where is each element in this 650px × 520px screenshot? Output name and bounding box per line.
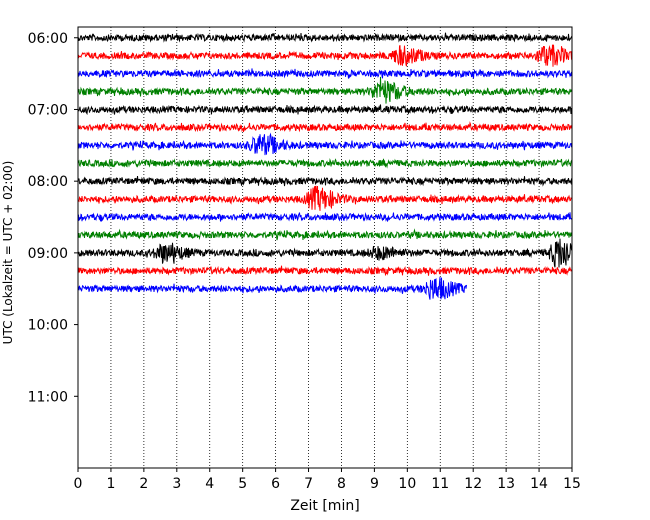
trace-line bbox=[77, 32, 573, 43]
trace-line bbox=[77, 277, 467, 300]
x-axis: 0 1 2 3 4 5 6 7 8 9 10 11 12 13 14 15 bbox=[74, 468, 581, 492]
x-tick-label: 6 bbox=[271, 476, 280, 492]
x-tick-label: 11 bbox=[431, 476, 449, 492]
x-tick-label: 0 bbox=[74, 476, 83, 492]
y-tick-label: 11:00 bbox=[28, 389, 68, 405]
plot-frame bbox=[77, 26, 573, 469]
trace-line bbox=[77, 44, 573, 67]
y-tick-label: 07:00 bbox=[28, 102, 68, 118]
trace-line bbox=[77, 238, 573, 268]
y-tick-label: 06:00 bbox=[28, 31, 68, 47]
trace-line bbox=[77, 158, 573, 169]
y-tick-label: 10:00 bbox=[28, 318, 68, 334]
trace-line bbox=[77, 104, 573, 116]
x-axis-label: Zeit [min] bbox=[290, 498, 359, 514]
trace-line bbox=[77, 185, 573, 211]
x-tick-label: 15 bbox=[563, 476, 581, 492]
x-tick-label: 1 bbox=[106, 476, 115, 492]
seismic-traces bbox=[77, 32, 573, 300]
x-tick-label: 14 bbox=[530, 476, 548, 492]
trace-line bbox=[77, 132, 573, 156]
x-tick-label: 13 bbox=[497, 476, 515, 492]
x-tick-label: 10 bbox=[398, 476, 416, 492]
trace-line bbox=[77, 228, 573, 241]
x-tick-label: 5 bbox=[238, 476, 247, 492]
x-tick-label: 9 bbox=[370, 476, 379, 492]
trace-line bbox=[77, 176, 573, 187]
trace-line bbox=[77, 68, 573, 79]
x-tick-label: 7 bbox=[304, 476, 313, 492]
x-tick-label: 3 bbox=[172, 476, 181, 492]
trace-line bbox=[77, 265, 573, 276]
y-tick-label: 08:00 bbox=[28, 174, 68, 190]
x-tick-label: 4 bbox=[205, 476, 214, 492]
y-axis: 06:00 07:00 08:00 09:00 10:00 11:00 bbox=[28, 31, 78, 405]
trace-line bbox=[77, 121, 573, 133]
x-tick-label: 8 bbox=[337, 476, 346, 492]
y-axis-label: UTC (Lokalzeit = UTC + 02:00) bbox=[1, 161, 15, 345]
trace-line bbox=[77, 76, 573, 104]
trace-line bbox=[77, 212, 573, 222]
y-tick-label: 09:00 bbox=[28, 246, 68, 262]
x-tick-label: 2 bbox=[139, 476, 148, 492]
x-tick-label: 12 bbox=[464, 476, 482, 492]
